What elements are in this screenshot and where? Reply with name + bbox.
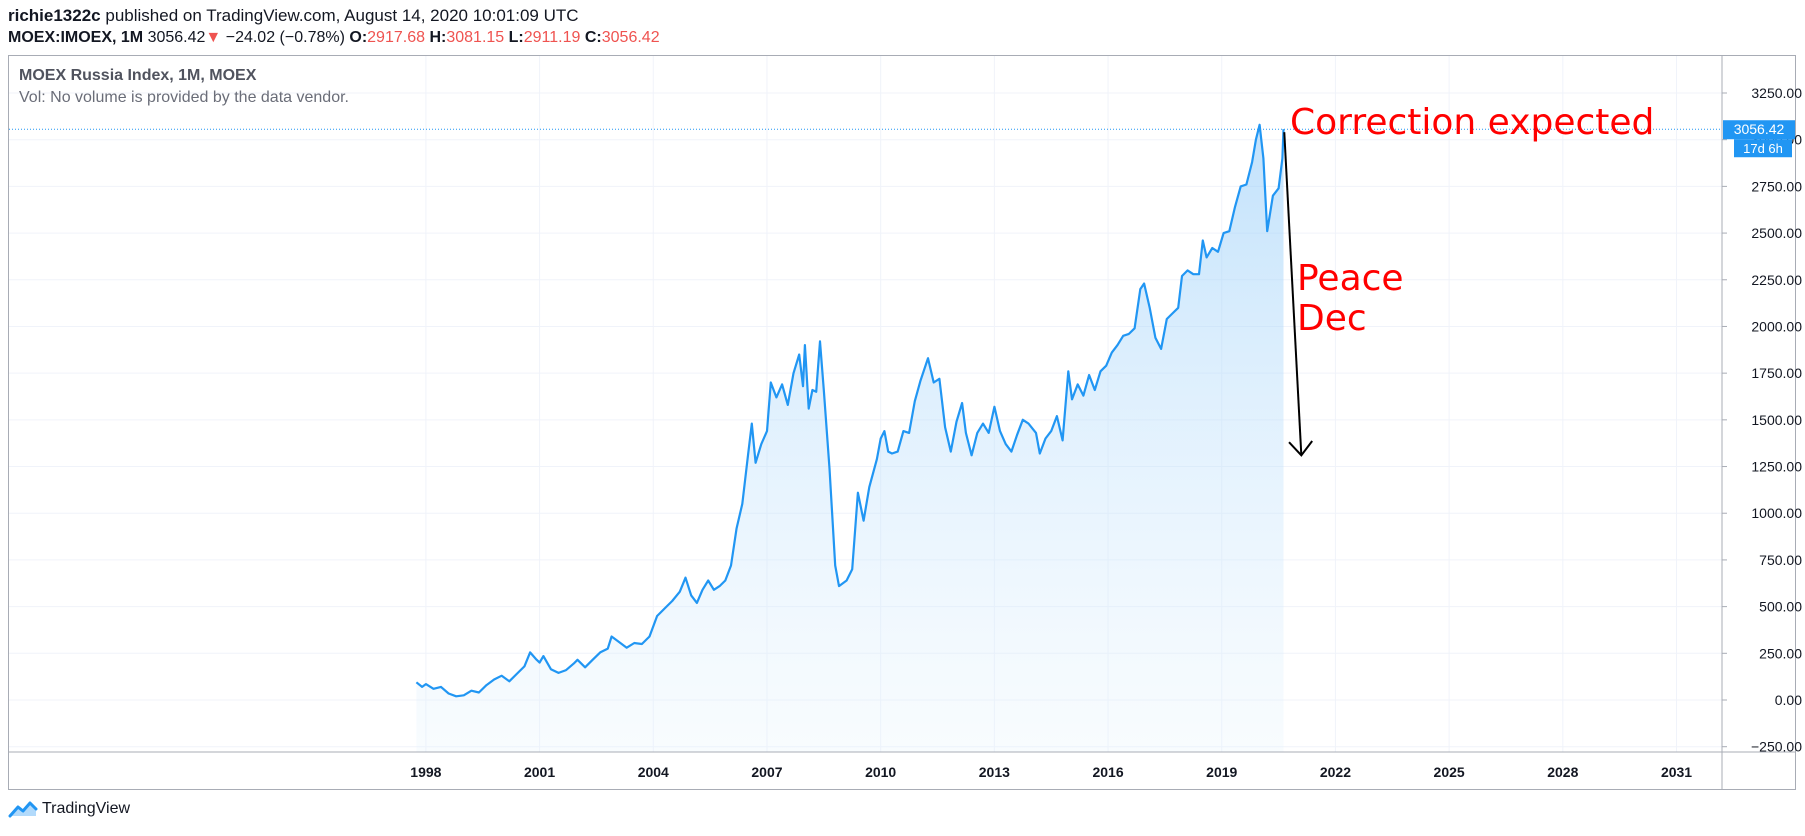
x-tick-label: 2016	[1092, 764, 1123, 780]
dec-annotation: Dec	[1297, 298, 1367, 339]
grid-lines	[9, 56, 1722, 752]
high-value: 3081.15	[446, 29, 505, 46]
low-label: L:	[508, 29, 524, 46]
high-label: H:	[429, 29, 447, 46]
peace-annotation: Peace	[1297, 258, 1404, 299]
chart-frame[interactable]	[8, 55, 1796, 790]
close-label: C:	[584, 29, 602, 46]
series-legend-title[interactable]: MOEX Russia Index, 1M, MOEX	[19, 67, 257, 84]
publish-info: richie1322c published on TradingView.com…	[8, 6, 579, 26]
x-tick-label: 2013	[979, 764, 1010, 780]
y-tick-label: 1000.00	[1751, 505, 1802, 521]
price-change: −24.02 (−0.78%)	[225, 29, 345, 46]
footer-brand: TradingView	[42, 800, 131, 817]
series-line	[415, 123, 1285, 698]
symbol-label: MOEX:IMOEX, 1M	[8, 29, 144, 46]
x-tick-label: 2028	[1547, 764, 1578, 780]
y-tick-label: 2000.00	[1751, 318, 1802, 334]
countdown-tag	[1734, 139, 1792, 158]
y-tick-label: −250.00	[1751, 739, 1802, 755]
x-tick-label: 2004	[638, 764, 669, 780]
y-tick-label: 1250.00	[1751, 459, 1802, 475]
x-tick-label: 2001	[524, 764, 555, 780]
x-tick-label: 2010	[865, 764, 896, 780]
area-path	[416, 124, 1284, 753]
last-price: 3056.42	[147, 29, 206, 46]
y-tick-label: 2250.00	[1751, 272, 1802, 288]
open-label: O:	[349, 29, 368, 46]
y-tick-label: 250.00	[1759, 645, 1802, 661]
x-tick-label: 2019	[1206, 764, 1237, 780]
x-tick-label: 2022	[1320, 764, 1351, 780]
author-name[interactable]: richie1322c	[8, 6, 101, 25]
forecast-arrow-head	[1288, 440, 1313, 457]
y-tick-label: 2750.00	[1751, 178, 1802, 194]
open-value: 2917.68	[367, 29, 425, 46]
tradingview-footer[interactable]: TradingView	[8, 800, 130, 818]
last-price-tag-label: 3056.42	[1734, 121, 1785, 137]
forecast-arrow-line	[1283, 132, 1303, 456]
y-tick-label: 2500.00	[1751, 225, 1802, 241]
last-price-tag	[1723, 120, 1795, 140]
y-tick-label: 1500.00	[1751, 412, 1802, 428]
down-arrow-icon: ▼	[205, 29, 222, 46]
symbol-quote-line: MOEX:IMOEX, 1M 3056.42▼ −24.02 (−0.78%) …	[8, 29, 660, 47]
x-tick-label: 2007	[751, 764, 782, 780]
price-line	[415, 123, 1285, 698]
countdown-tag-label: 17d 6h	[1743, 141, 1783, 156]
correction-annotation: Correction expected	[1290, 102, 1654, 143]
published-text: published on TradingView.com, August 14,…	[105, 6, 579, 25]
axes	[9, 56, 1796, 789]
y-tick-label: 3250.00	[1751, 85, 1802, 101]
y-tick-label: 750.00	[1759, 552, 1802, 568]
x-tick-label: 1998	[410, 764, 441, 780]
y-tick-label: 500.00	[1759, 599, 1802, 615]
y-tick-label: 0.00	[1775, 692, 1802, 708]
x-tick-label: 2031	[1661, 764, 1692, 780]
close-value: 3056.42	[601, 29, 660, 46]
low-value: 2911.19	[523, 29, 581, 46]
volume-note: Vol: No volume is provided by the data v…	[19, 89, 349, 106]
area-fill	[416, 124, 1284, 753]
y-tick-label: 1750.00	[1751, 365, 1802, 381]
x-tick-label: 2025	[1434, 764, 1465, 780]
tradingview-logo-icon	[8, 801, 38, 818]
